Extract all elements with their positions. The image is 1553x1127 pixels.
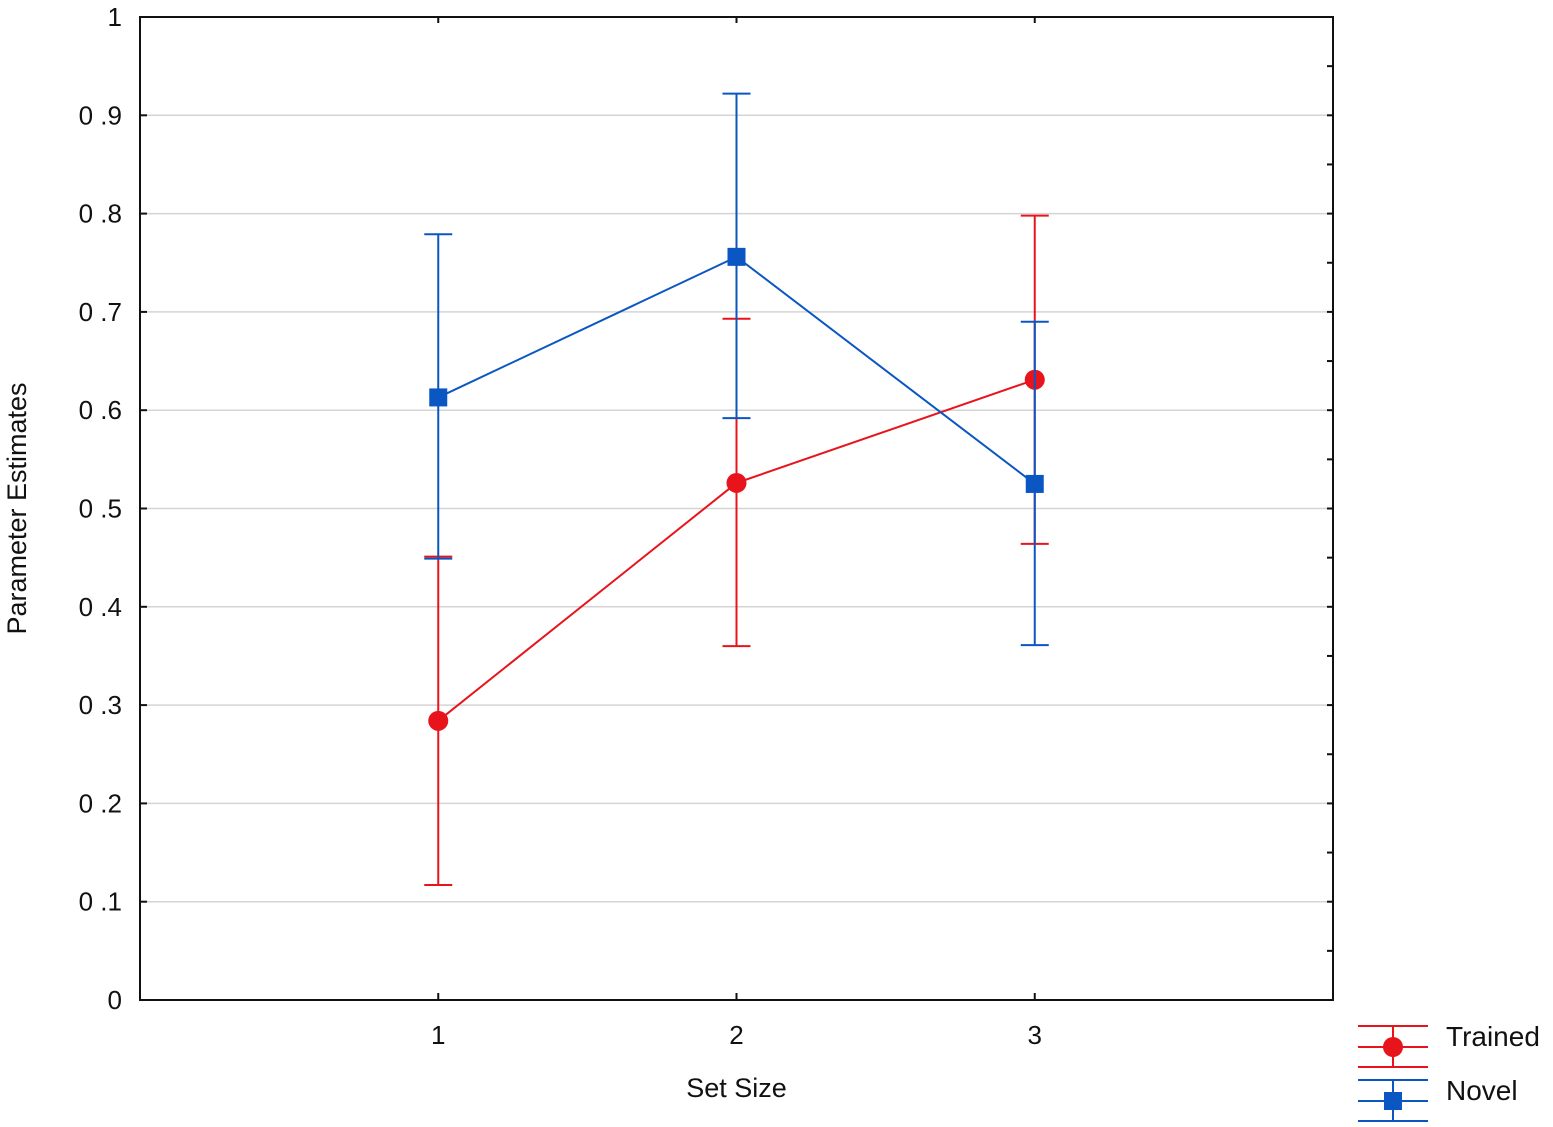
data-point — [1025, 474, 1044, 493]
legend: Trained Novel — [1358, 1021, 1540, 1122]
y-tick-label: 0 .1 — [79, 887, 122, 917]
y-tick-label: 0 .3 — [79, 690, 122, 720]
data-point — [727, 247, 746, 266]
y-axis-title: Parameter Estimates — [2, 382, 32, 634]
axis-ticks — [140, 16, 1333, 1001]
y-tick-label: 0 .8 — [79, 199, 122, 229]
y-tick-label: 1 — [108, 2, 122, 32]
x-axis-title: Set Size — [686, 1073, 787, 1103]
y-tick-label: 0 .2 — [79, 788, 122, 818]
x-tick-label: 1 — [431, 1020, 445, 1050]
y-tick-label: 0 — [108, 985, 122, 1015]
y-tick-label: 0 .7 — [79, 297, 122, 327]
data-point — [428, 710, 449, 731]
legend-item-trained: Trained — [1358, 1021, 1540, 1068]
series-trained — [424, 214, 1049, 886]
y-tick-label: 0 .9 — [79, 100, 122, 130]
legend-marker — [1383, 1037, 1403, 1057]
data-point — [429, 388, 448, 407]
legend-item-novel: Novel — [1358, 1075, 1518, 1122]
y-tick-labels: 0 0 .1 0 .2 0 .3 0 .4 0 .5 0 .6 0 .7 0 .8 0 .9 1 — [79, 2, 122, 1015]
x-tick-label: 3 — [1028, 1020, 1042, 1050]
series-group — [424, 92, 1049, 886]
y-tick-label: 0 .5 — [79, 494, 122, 524]
x-tick-labels: 1 2 3 — [431, 1020, 1042, 1050]
series-novel — [424, 92, 1049, 647]
data-point — [726, 472, 747, 493]
legend-label: Novel — [1446, 1075, 1518, 1106]
legend-marker — [1384, 1092, 1402, 1110]
legend-label: Trained — [1446, 1021, 1540, 1052]
y-tick-label: 0 .6 — [79, 395, 122, 425]
y-tick-label: 0 .4 — [79, 592, 122, 622]
x-tick-label: 2 — [729, 1020, 743, 1050]
